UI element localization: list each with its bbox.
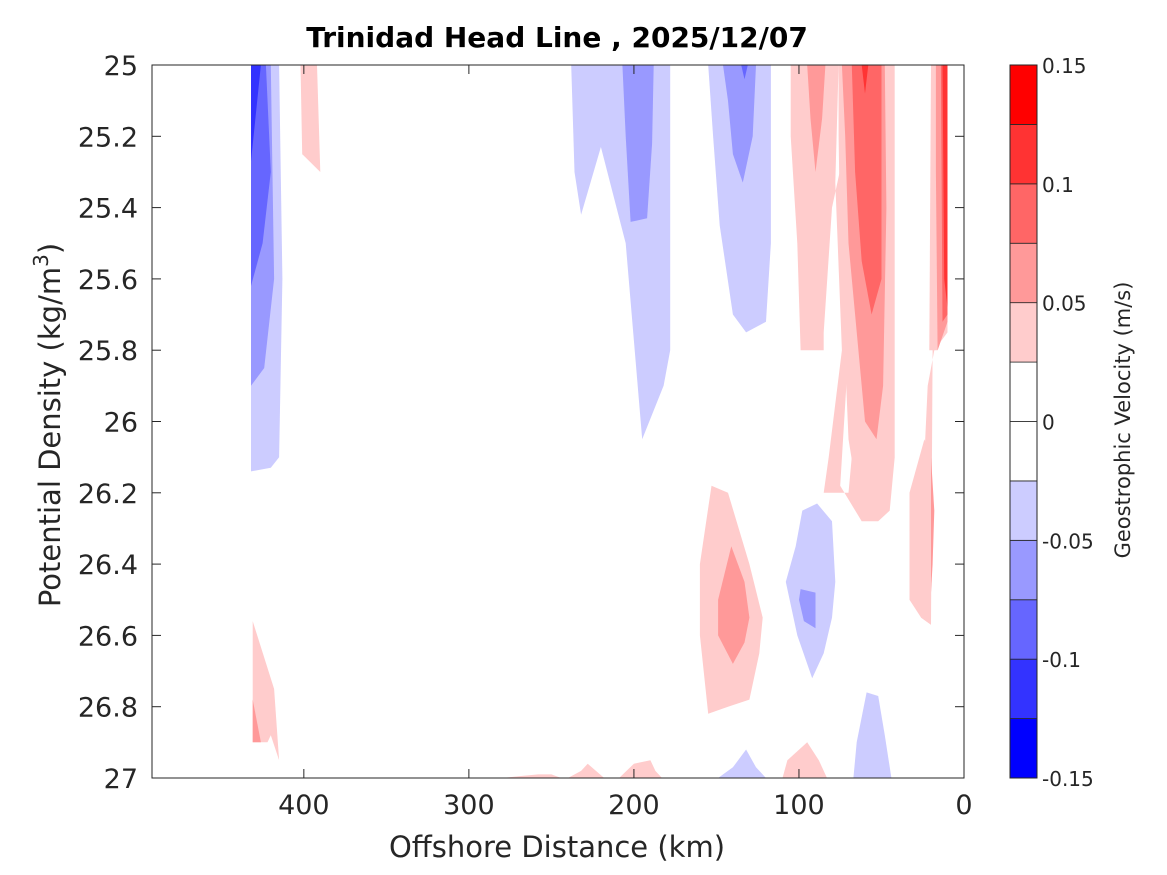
contour-region-level-7: [567, 763, 605, 778]
contour-region-level-10: [861, 65, 869, 94]
contour-region-level-7: [619, 760, 662, 778]
contour-region-level-2: [723, 65, 756, 183]
contour-region-level-3: [251, 65, 271, 286]
x-tick-label: 400: [278, 790, 330, 821]
colorbar: 0.15 0.1 0.05 0 -0.05 -0.1 -0.15: [1009, 54, 1094, 791]
colorbar-tick-label: 0.05: [1042, 292, 1087, 316]
contour-region-level-2: [622, 65, 654, 222]
chart-title: Trinidad Head Line , 2025/12/07: [306, 21, 808, 54]
contour-region-level-1: [853, 692, 892, 778]
colorbar-tick-label: -0.05: [1042, 529, 1094, 553]
x-axis: 400 300 200 100 0: [278, 65, 973, 821]
y-tick-label: 26.8: [78, 693, 138, 724]
contour-region-level-10: [942, 65, 948, 308]
y-axis: 25 25.2 25.4 25.6 25.8 26 26.2 26.4 26.6 26.8 27: [78, 51, 964, 795]
y-tick-label: 25.6: [78, 265, 138, 296]
contour-regions: [251, 65, 948, 778]
contour-region-level-8: [718, 546, 750, 664]
y-tick-label: 25.2: [78, 122, 138, 153]
y-tick-label: 26.4: [78, 550, 138, 581]
contour-region-level-2: [799, 589, 816, 629]
y-axis-label: Potential Density (kg/m3): [29, 243, 67, 607]
colorbar-swatch: [1009, 64, 1038, 125]
y-tick-label: 25.4: [78, 194, 138, 225]
colorbar-swatch: [1009, 302, 1038, 363]
colorbar-swatch: [1009, 539, 1038, 601]
contour-region-level-8: [252, 699, 261, 743]
contour-region-level-7: [782, 742, 827, 778]
colorbar-swatch: [1009, 124, 1038, 185]
contour-region-level-7: [909, 439, 931, 625]
y-tick-label: 26.6: [78, 621, 138, 652]
colorbar-swatch: [1009, 361, 1038, 422]
x-tick-label: 200: [608, 790, 660, 821]
colorbar-tick-label: -0.1: [1042, 648, 1081, 672]
contour-region-level-3: [741, 65, 748, 80]
colorbar-tick-label: -0.15: [1042, 767, 1094, 791]
y-tick-label: 26: [104, 408, 138, 439]
colorbar-swatch: [1009, 718, 1038, 779]
colorbar-swatch: [1009, 599, 1038, 660]
contour-region-level-8: [931, 457, 935, 593]
colorbar-label: Geostrophic Velocity (m/s): [1111, 282, 1135, 559]
contour-region-level-1: [571, 65, 671, 440]
y-tick-label: 25: [104, 51, 138, 82]
x-axis-label: Offshore Distance (km): [389, 830, 725, 864]
colorbar-tick-label: 0.1: [1042, 173, 1074, 197]
colorbar-swatch: [1009, 242, 1038, 304]
x-tick-label: 300: [443, 790, 495, 821]
y-axis-label-main: Potential Density (kg/m: [33, 267, 67, 607]
colorbar-swatch: [1009, 183, 1038, 244]
contour-region-level-7: [252, 621, 280, 761]
colorbar-swatch: [1009, 421, 1038, 482]
contour-region-level-7: [501, 774, 562, 778]
contour-region-level-7: [300, 65, 321, 172]
contour-region-level-9: [851, 65, 882, 315]
contour-region-level-4: [251, 65, 261, 162]
y-axis-label-superscript: 3: [29, 254, 53, 267]
contour-region-level-8: [807, 65, 826, 172]
colorbar-frame: [1009, 64, 1038, 779]
x-tick-label: 0: [955, 790, 972, 821]
colorbar-tick-label: 0.15: [1042, 54, 1087, 78]
contour-region-level-1: [785, 503, 836, 679]
colorbar-tick-label: 0: [1042, 411, 1055, 435]
contour-region-level-1: [718, 749, 766, 778]
y-tick-label: 26.2: [78, 479, 138, 510]
colorbar-swatch: [1009, 480, 1038, 541]
y-tick-label: 25.8: [78, 336, 138, 367]
contour-region-level-1: [708, 65, 771, 333]
y-axis-label-suffix: ): [33, 243, 67, 254]
colorbar-swatch: [1009, 658, 1038, 719]
x-tick-label: 100: [773, 790, 825, 821]
y-tick-label: 27: [104, 764, 138, 795]
